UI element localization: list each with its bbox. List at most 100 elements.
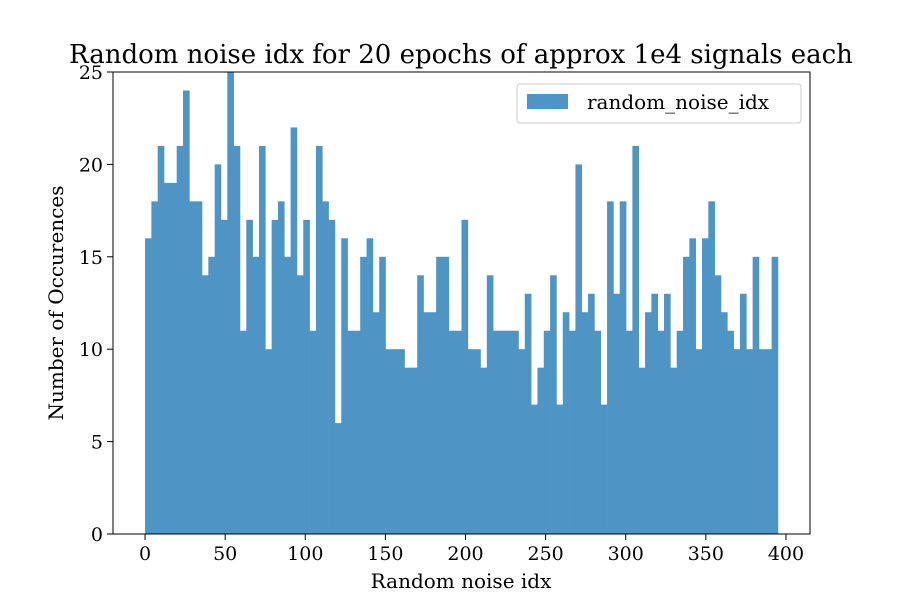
histogram-bar — [189, 201, 196, 535]
histogram-bar — [474, 349, 481, 534]
histogram-bar — [607, 201, 614, 535]
y-tick-label: 0 — [91, 524, 103, 546]
chart-title: Random noise idx for 20 epochs of approx… — [69, 40, 853, 70]
histogram-bar — [550, 275, 557, 534]
histogram-bar — [442, 256, 450, 534]
histogram-bar — [581, 312, 589, 534]
legend-box — [516, 83, 802, 124]
histogram-bar — [271, 219, 279, 534]
histogram-bar — [600, 404, 608, 534]
histogram-bar — [246, 219, 253, 534]
histogram-bar — [385, 349, 393, 534]
histogram-bar — [752, 256, 760, 534]
y-tick-label: 20 — [79, 154, 103, 176]
histogram-bar — [322, 201, 329, 535]
histogram-bar — [727, 330, 734, 534]
histogram-bar — [651, 293, 658, 534]
histogram-bar — [632, 145, 640, 535]
histogram-bar — [676, 330, 684, 534]
histogram-bar — [594, 330, 602, 534]
x-tick-label: 50 — [213, 543, 237, 565]
histogram-bar — [562, 312, 570, 534]
histogram-bar — [164, 182, 171, 534]
histogram-bar — [569, 330, 576, 534]
x-tick-label: 200 — [447, 543, 483, 565]
histogram-bar — [758, 349, 766, 534]
histogram-bar — [296, 275, 304, 534]
histogram-bar — [315, 145, 323, 535]
histogram-bar — [505, 330, 513, 534]
histogram-bar — [391, 349, 399, 534]
histogram-bar — [258, 145, 266, 535]
histogram-bar — [328, 219, 336, 534]
histogram-bar — [689, 238, 696, 534]
histogram-bar — [720, 312, 728, 534]
histogram-bar — [379, 256, 386, 534]
histogram-bar — [448, 330, 456, 534]
histogram-bar — [214, 164, 222, 534]
histogram-bar — [765, 349, 772, 534]
bars-group — [145, 72, 779, 535]
histogram-bar — [537, 367, 545, 534]
histogram-bar — [195, 201, 203, 535]
histogram-bar — [436, 256, 443, 534]
histogram-bar — [645, 312, 652, 534]
x-ticks-group: 0 50 100 150 200 250 300 350 400 — [139, 534, 804, 565]
histogram-bar — [638, 367, 646, 534]
histogram-bar — [360, 256, 367, 534]
x-tick-label: 350 — [688, 543, 724, 565]
histogram-bar — [664, 293, 671, 534]
y-tick-label: 5 — [91, 432, 103, 454]
histogram-bar — [227, 72, 234, 534]
histogram-bar — [176, 145, 184, 535]
histogram-bar — [499, 330, 507, 534]
histogram-bar — [575, 164, 583, 534]
histogram-bar — [208, 256, 215, 534]
histogram-bar — [423, 312, 431, 534]
histogram-bar — [626, 330, 633, 534]
histogram-bar — [739, 293, 747, 534]
histogram-bar — [183, 90, 190, 534]
histogram-bar — [683, 256, 690, 534]
y-ticks-group: 0 5 10 15 20 25 — [79, 62, 113, 546]
y-axis-label: Number of Occurences — [44, 186, 68, 421]
histogram-bar — [303, 219, 310, 534]
histogram-bar — [619, 201, 627, 535]
legend-swatch — [527, 94, 568, 109]
y-tick-label: 25 — [79, 62, 103, 84]
histogram-bar — [398, 349, 405, 534]
histogram-bar — [518, 349, 526, 534]
histogram-bar — [429, 312, 437, 534]
histogram-bar — [353, 330, 361, 534]
x-axis-label: Random noise idx — [371, 569, 552, 593]
histogram-bar — [771, 256, 779, 534]
histogram-bar — [157, 145, 165, 535]
histogram-bar — [233, 145, 241, 535]
histogram-bar — [455, 330, 462, 534]
histogram-bar — [695, 349, 703, 534]
histogram-bar — [733, 349, 741, 534]
legend: random_noise_idx — [516, 83, 802, 124]
plot-frame — [112, 71, 811, 535]
histogram-bar — [708, 201, 715, 535]
histogram-bar — [670, 367, 677, 534]
histogram-bar — [556, 404, 564, 534]
histogram-bar — [239, 330, 247, 534]
histogram-bar — [543, 330, 551, 534]
histogram-bar — [702, 238, 709, 534]
x-tick-label: 150 — [367, 543, 403, 565]
histogram-bar — [290, 127, 298, 534]
x-tick-label: 0 — [139, 543, 151, 565]
histogram-bar — [252, 256, 260, 534]
histogram-bar — [366, 238, 374, 534]
x-tick-label: 100 — [287, 543, 323, 565]
histogram-bar — [657, 330, 665, 534]
histogram-bar — [417, 275, 424, 534]
histogram-bar — [151, 201, 159, 535]
histogram-bar — [145, 238, 152, 534]
histogram-bar — [202, 275, 209, 534]
histogram-bar — [284, 256, 291, 534]
histogram-bar — [613, 293, 621, 534]
x-tick-label: 250 — [527, 543, 563, 565]
